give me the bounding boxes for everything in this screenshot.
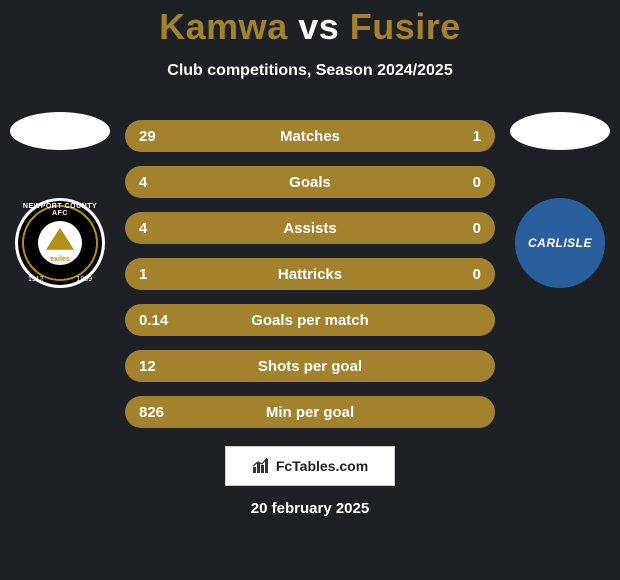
stat-value-left: 4 xyxy=(139,174,147,191)
club-badge-right: CARLISLE xyxy=(515,198,605,288)
title-right: Fusire xyxy=(350,6,461,47)
title-vs: vs xyxy=(298,6,339,47)
player-left-column: NEWPORT COUNTY AFC exiles 1912 1989 xyxy=(10,112,110,288)
club-left-exiles: exiles xyxy=(18,256,102,263)
player-right-column: CARLISLE xyxy=(510,112,610,288)
stat-label: Assists xyxy=(283,220,336,237)
stat-value-right: 0 xyxy=(473,174,481,191)
stat-row: 1 0 Hattricks xyxy=(125,258,495,290)
stat-label: Goals per match xyxy=(251,312,369,329)
stat-value-right: 0 xyxy=(473,220,481,237)
footer-brand-text: FcTables.com xyxy=(276,458,368,474)
stat-row: 4 0 Goals xyxy=(125,166,495,198)
footer-date: 20 february 2025 xyxy=(251,500,369,517)
stat-value-left: 826 xyxy=(139,404,164,421)
player-silhouette-left xyxy=(10,112,110,150)
title-left: Kamwa xyxy=(159,6,288,47)
club-left-year-b: 1989 xyxy=(76,276,92,283)
stat-label: Hattricks xyxy=(278,266,342,283)
stat-label: Goals xyxy=(289,174,331,191)
stat-label: Matches xyxy=(280,128,340,145)
club-left-name: NEWPORT COUNTY AFC xyxy=(18,203,102,217)
bar-fill-left xyxy=(125,120,414,152)
stat-value-right: 1 xyxy=(473,128,481,145)
stat-value-left: 4 xyxy=(139,220,147,237)
stat-label: Min per goal xyxy=(266,404,354,421)
stat-value-left: 0.14 xyxy=(139,312,168,329)
club-badge-left: NEWPORT COUNTY AFC exiles 1912 1989 xyxy=(15,198,105,288)
stat-value-left: 12 xyxy=(139,358,156,375)
page-title: Kamwa vs Fusire xyxy=(0,0,620,48)
stat-row: 12 Shots per goal xyxy=(125,350,495,382)
stat-label: Shots per goal xyxy=(258,358,362,375)
stats-bars: 29 1 Matches 4 0 Goals 4 0 Assists 1 0 Hattricks 0.1… xyxy=(125,120,495,442)
club-left-years: 1912 1989 xyxy=(18,276,102,283)
subtitle: Club competitions, Season 2024/2025 xyxy=(0,62,620,80)
footer-brand-box[interactable]: FcTables.com xyxy=(225,446,395,486)
stat-value-left: 1 xyxy=(139,266,147,283)
stat-row: 826 Min per goal xyxy=(125,396,495,428)
bar-fill-right xyxy=(414,120,495,152)
stat-value-right: 0 xyxy=(473,266,481,283)
stat-row: 0.14 Goals per match xyxy=(125,304,495,336)
bar-chart-icon xyxy=(252,457,272,475)
stat-value-left: 29 xyxy=(139,128,156,145)
club-left-year-a: 1912 xyxy=(28,276,44,283)
player-silhouette-right xyxy=(510,112,610,150)
stat-row: 29 1 Matches xyxy=(125,120,495,152)
stat-row: 4 0 Assists xyxy=(125,212,495,244)
club-right-text: CARLISLE xyxy=(528,236,592,250)
